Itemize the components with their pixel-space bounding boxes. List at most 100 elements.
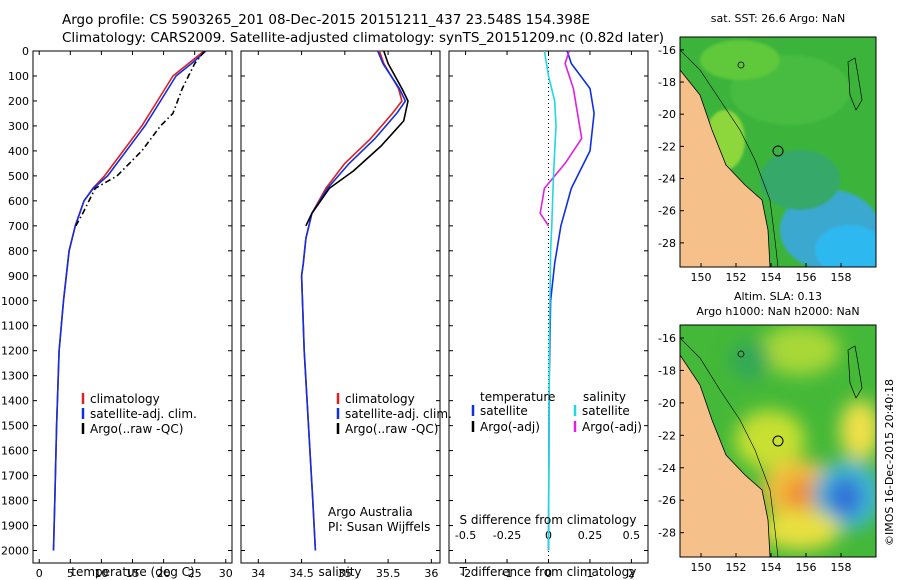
map-y-tick-label: -16 <box>658 332 676 345</box>
map-x-tick-label: 150 <box>691 561 712 574</box>
y-tick-label: 300 <box>8 120 29 133</box>
credit-text: Argo Australia <box>328 505 413 519</box>
map-y-tick-label: -16 <box>658 44 676 57</box>
salinity-panel <box>240 50 441 564</box>
map-top-title: sat. SST: 26.6 Argo: NaN <box>711 12 845 25</box>
difference-legend: temperature satellite Argo(-adj) salinit… <box>471 390 642 434</box>
x-tick-label: -1 <box>502 567 513 580</box>
x-tick-label: 20 <box>157 567 171 580</box>
timestamp-stamp: ©IMOS 16-Dec-2015 20:40:18 <box>883 379 896 546</box>
x-tick-label: 5 <box>67 567 74 580</box>
salinity-legend: climatology satellite-adj. clim. Argo(..… <box>336 392 452 436</box>
x-tick-label: 15 <box>126 567 140 580</box>
y-tick-label: 1600 <box>1 445 29 458</box>
y-tick-label: 500 <box>8 170 29 183</box>
legend-label: climatology <box>90 392 160 406</box>
y-tick-label: 800 <box>8 245 29 258</box>
island-marker <box>737 350 745 358</box>
map-bottom-axes: 150 152 154 156 158 -16 -18 -20 -22 -24 -26 -28 <box>658 332 851 574</box>
x-tick-label-salinity: 0.5 <box>623 529 641 542</box>
legend-label: Argo(-adj) <box>582 420 642 434</box>
map-y-tick-label: -24 <box>658 462 676 475</box>
land <box>680 70 770 267</box>
coastline <box>680 69 771 267</box>
x-tick-label-salinity: -0.25 <box>493 529 521 542</box>
pi-text: PI: Susan Wijffels <box>328 520 430 534</box>
map-y-tick-label: -18 <box>658 364 676 377</box>
map-y-tick-label: -18 <box>658 76 676 89</box>
legend-label: Argo(-adj) <box>480 420 540 434</box>
legend-label: satellite-adj. clim. <box>345 407 452 421</box>
y-tick-label: 100 <box>8 70 29 83</box>
legend-label: climatology <box>345 392 415 406</box>
legend-label: satellite <box>582 404 630 418</box>
map-y-tick-label: -26 <box>658 494 676 507</box>
y-tick-label: 2000 <box>1 545 29 558</box>
map-bottom-title1: Altim. SLA: 0.13 <box>734 290 822 303</box>
legend-label: satellite-adj. clim. <box>90 407 197 421</box>
x-tick-label: 0 <box>545 567 552 580</box>
salinity-plot: 34 34.5 35 35.5 36 <box>241 50 440 580</box>
x-tick-label: 36 <box>424 567 438 580</box>
map-top-axes: 150 152 154 156 158 -16 -18 -20 -22 -24 -26 -28 <box>658 44 851 284</box>
reef-outline <box>847 345 863 399</box>
reef-outline <box>847 57 863 111</box>
t-diff-axis-label: T difference from climatology <box>459 565 637 579</box>
header-line2: Climatology: CARS2009. Satellite-adjuste… <box>62 30 664 46</box>
map-y-tick-label: -28 <box>658 527 676 540</box>
x-tick-label-salinity: -0.5 <box>455 529 476 542</box>
s-diff-axis-label: S difference from climatology <box>460 513 637 527</box>
y-tick-label: 1200 <box>1 345 29 358</box>
coastline <box>680 354 771 557</box>
map-x-tick-label: 152 <box>726 271 747 284</box>
x-tick-label: 30 <box>219 567 233 580</box>
map-y-tick-label: -22 <box>658 140 676 153</box>
y-tick-label: 1800 <box>1 495 29 508</box>
legend-label: Argo(..raw -QC) <box>90 422 183 436</box>
map-x-tick-label: 150 <box>691 271 712 284</box>
x-tick-label: 25 <box>188 567 202 580</box>
map-top-frame <box>679 36 877 268</box>
map-x-tick-label: 156 <box>796 561 817 574</box>
x-tick-label: 35.5 <box>376 567 401 580</box>
x-tick-label: 34 <box>251 567 265 580</box>
x-tick-label: 35 <box>338 567 352 580</box>
depth-contour <box>680 337 779 557</box>
y-tick-label: 900 <box>8 270 29 283</box>
x-tick-label: 34.5 <box>289 567 314 580</box>
x-tick-label: 10 <box>94 567 108 580</box>
map-x-tick-label: 152 <box>726 561 747 574</box>
legend-label: Argo(..raw -QC) <box>345 422 438 436</box>
y-tick-label: 700 <box>8 220 29 233</box>
map-bottom-title2: Argo h1000: NaN h2000: NaN <box>696 305 859 318</box>
land <box>680 355 770 557</box>
map-y-tick-label: -24 <box>658 173 676 186</box>
x-tick-label: 1 <box>586 567 593 580</box>
y-tick-label: 200 <box>8 95 29 108</box>
x-tick-label: -2 <box>460 567 471 580</box>
map-y-tick-label: -22 <box>658 429 676 442</box>
y-tick-label: 1400 <box>1 395 29 408</box>
map-x-tick-label: 158 <box>831 271 852 284</box>
map-y-tick-label: -20 <box>658 397 676 410</box>
y-tick-label: 600 <box>8 195 29 208</box>
island-marker <box>737 61 745 69</box>
series-line <box>300 50 407 551</box>
map-x-tick-label: 154 <box>761 561 782 574</box>
map-x-tick-label: 154 <box>761 271 782 284</box>
map-y-tick-label: -20 <box>658 108 676 121</box>
x-tick-label: 0 <box>36 567 43 580</box>
temperature-legend: climatology satellite-adj. clim. Argo(..… <box>81 392 197 436</box>
map-x-tick-label: 158 <box>831 561 852 574</box>
legend-title-temperature: temperature <box>480 390 555 404</box>
sst-texture <box>700 40 876 267</box>
y-tick-label: 1500 <box>1 420 29 433</box>
x-tick-label: 2 <box>628 567 635 580</box>
y-tick-label: 1000 <box>1 295 29 308</box>
argo-location-marker <box>772 435 784 447</box>
y-tick-label: 400 <box>8 145 29 158</box>
y-tick-label: 1100 <box>1 320 29 333</box>
series-line <box>543 50 557 551</box>
temperature-axis-label: temperature (deg C) <box>71 565 194 579</box>
